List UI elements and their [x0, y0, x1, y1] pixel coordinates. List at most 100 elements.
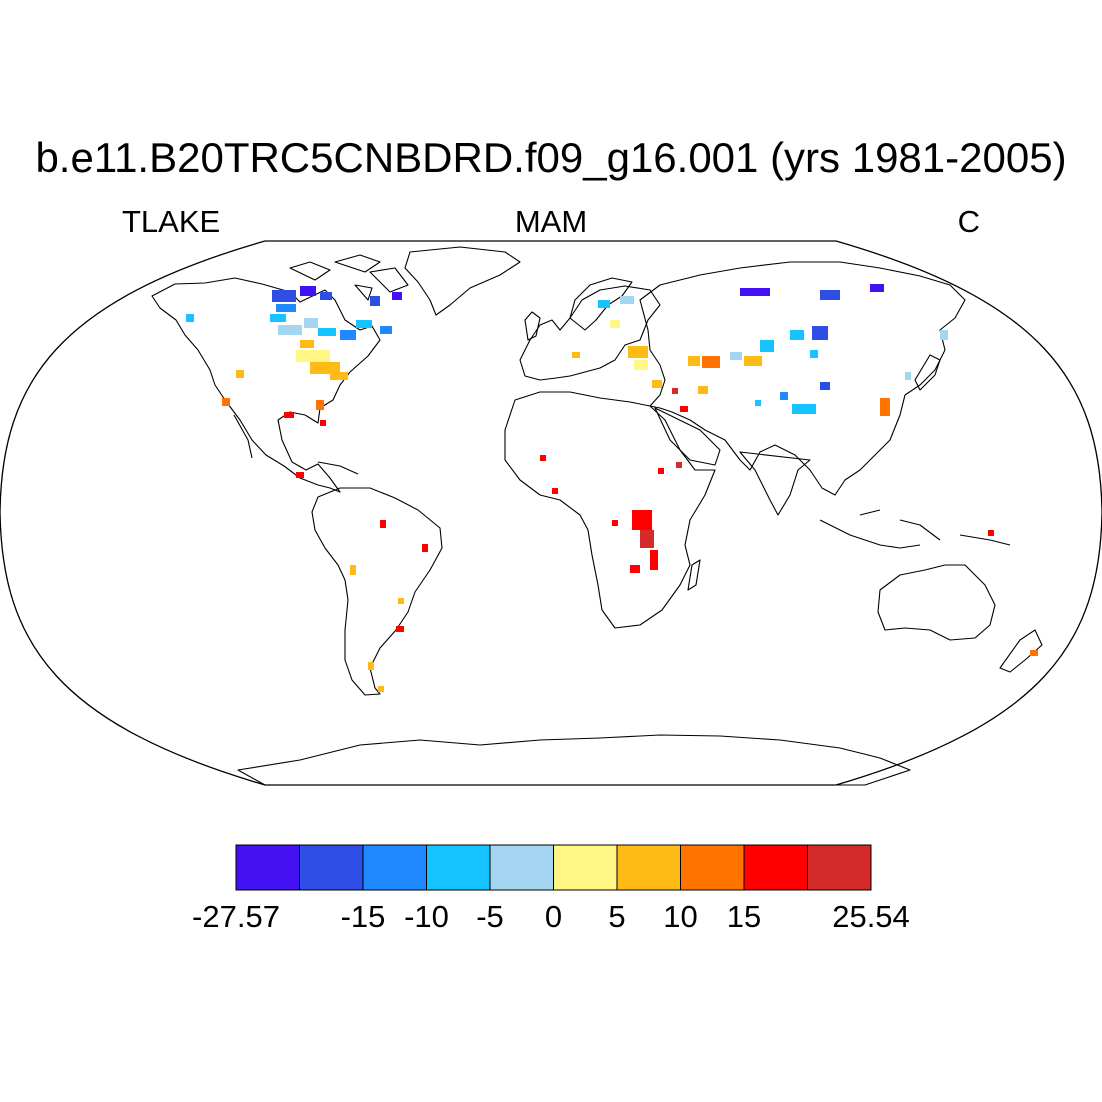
lake-cell — [572, 352, 580, 358]
colorbar-label: -15 — [340, 899, 386, 934]
lake-cell — [284, 412, 294, 418]
lake-cell — [1030, 650, 1038, 656]
colorbar-bin — [489, 844, 554, 891]
lake-cell — [378, 686, 384, 692]
lake-cell — [236, 370, 244, 378]
colorbar-bin — [807, 844, 872, 891]
coast-antarctica — [237, 734, 911, 786]
lake-cell — [300, 340, 314, 348]
colorbar-bin — [680, 844, 745, 891]
lake-cell — [702, 356, 720, 368]
lake-cell — [870, 284, 884, 292]
map-frame — [0, 240, 1102, 786]
lake-cell — [812, 326, 828, 340]
lake-temperature-cells — [186, 284, 1038, 692]
coast-south-america — [311, 487, 443, 696]
lake-cell — [652, 380, 662, 388]
colorbar-bin — [235, 844, 300, 891]
lake-cell — [398, 598, 404, 604]
lake-cell — [640, 530, 654, 548]
colorbar-bin — [616, 844, 681, 891]
lake-cell — [632, 510, 652, 530]
lake-cell — [296, 472, 304, 478]
lake-cell — [276, 304, 296, 312]
coast-uk — [524, 311, 541, 341]
lake-cell — [222, 398, 230, 406]
lake-cell — [755, 400, 761, 406]
lake-cell — [310, 362, 340, 374]
lake-cell — [350, 565, 356, 575]
lake-cell — [630, 565, 640, 573]
lake-cell — [396, 626, 404, 632]
lake-cell — [186, 314, 194, 322]
lake-cell — [356, 320, 372, 328]
lake-cell — [790, 330, 804, 340]
lake-cell — [610, 320, 620, 328]
coastlines — [151, 246, 1043, 786]
colorbar — [235, 844, 872, 891]
map-title: b.e11.B20TRC5CNBDRD.f09_g16.001 (yrs 198… — [35, 134, 1067, 181]
lake-cell — [820, 290, 840, 300]
coast-asia — [639, 261, 966, 496]
lake-cell — [598, 300, 610, 308]
lake-cell — [658, 468, 664, 474]
coast-arctic-isles — [289, 254, 409, 301]
lake-cell — [318, 328, 336, 336]
lake-cell — [612, 520, 618, 526]
coast-india — [739, 451, 811, 516]
lake-cell — [316, 400, 324, 410]
lake-cell — [304, 318, 318, 328]
lake-cell — [698, 386, 708, 394]
lake-cell — [634, 360, 648, 370]
lake-cell — [552, 488, 558, 494]
colorbar-label: 25.54 — [832, 899, 910, 934]
colorbar-bin — [553, 844, 618, 891]
lake-cell — [792, 404, 816, 414]
lake-cell — [340, 330, 356, 340]
coast-scandinavia — [569, 277, 633, 331]
coast-europe — [519, 285, 661, 381]
colorbar-bin — [743, 844, 808, 891]
colorbar-label: 15 — [726, 899, 762, 934]
colorbar-label: 0 — [544, 899, 563, 934]
lake-cell — [880, 398, 890, 416]
lake-cell — [730, 352, 742, 360]
colorbar-label: -27.57 — [192, 899, 280, 934]
lake-cell — [278, 325, 302, 335]
lake-cell — [760, 340, 774, 352]
lake-cell — [300, 286, 316, 296]
lake-cell — [650, 550, 658, 570]
coast-cuba — [317, 461, 359, 475]
lake-cell — [676, 462, 682, 468]
lake-cell — [272, 290, 296, 302]
coast-japan — [914, 354, 941, 391]
lake-cell — [780, 392, 788, 400]
lake-cell — [820, 382, 830, 390]
lake-cell — [330, 372, 348, 380]
coast-greenland — [404, 246, 521, 316]
lake-cell — [380, 326, 392, 334]
colorbar-label: -10 — [404, 899, 449, 934]
season-label: MAM — [514, 204, 588, 239]
coast-arabia — [654, 407, 721, 466]
coast-australia — [877, 564, 996, 641]
variable-label: TLAKE — [122, 204, 221, 239]
lake-cell — [810, 350, 818, 358]
colorbar-label: 10 — [663, 899, 698, 934]
colorbar-bin — [299, 844, 364, 891]
lake-cell — [368, 662, 374, 670]
lake-cell — [620, 296, 634, 304]
units-label: C — [957, 204, 980, 239]
lake-cell — [988, 530, 994, 536]
lake-cell — [940, 330, 948, 340]
lake-cell — [540, 455, 546, 461]
lake-cell — [744, 356, 762, 366]
lake-cell — [680, 406, 688, 412]
colorbar-bin — [426, 844, 491, 891]
coast-baja — [233, 414, 253, 459]
lake-cell — [905, 372, 911, 380]
lake-cell — [370, 296, 380, 306]
coast-madagascar — [687, 559, 701, 591]
lake-cell — [688, 356, 700, 366]
